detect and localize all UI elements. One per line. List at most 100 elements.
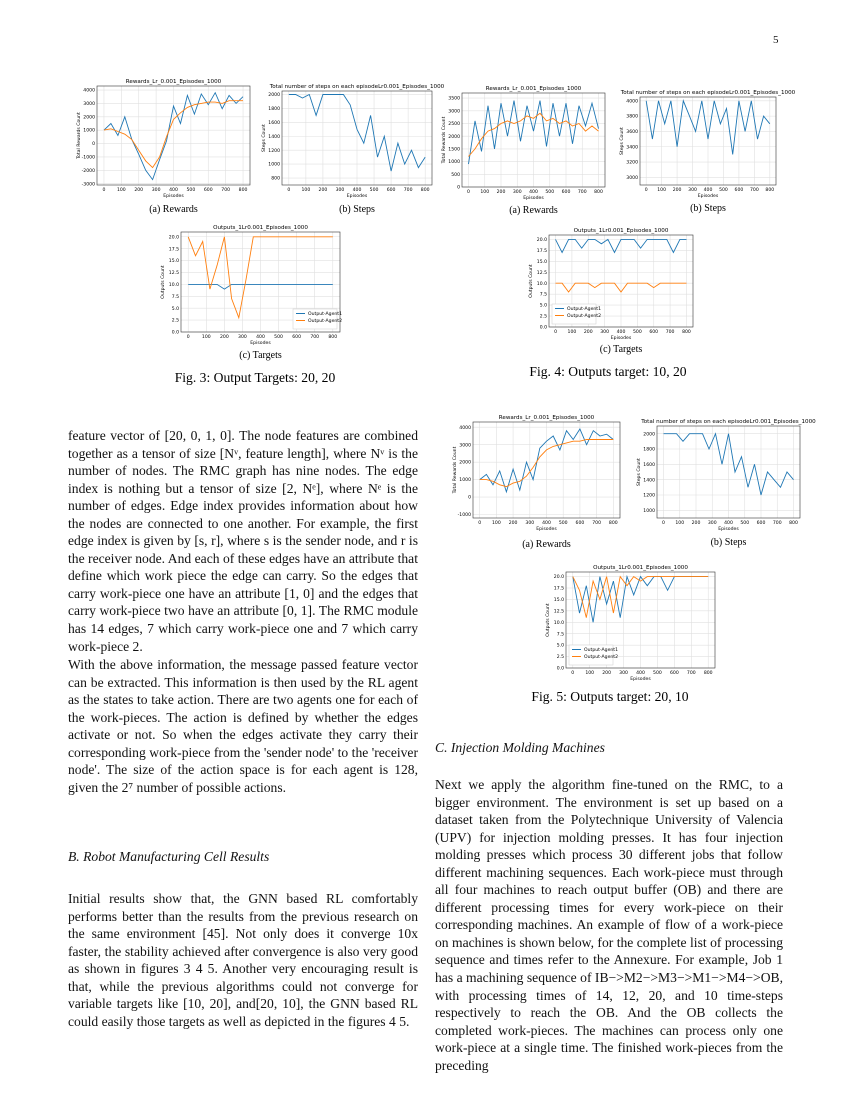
y-tick-label: 2.5: [557, 654, 564, 660]
y-tick-label: 3600: [626, 129, 638, 135]
y-tick-label: 20.0: [169, 234, 179, 240]
x-tick-label: 500: [559, 520, 568, 526]
x-tick-label: 100: [202, 334, 211, 340]
y-tick-label: 0.0: [172, 330, 179, 336]
x-axis-label: Episodes: [698, 193, 719, 199]
y-axis-label: Steps Count: [261, 124, 267, 152]
x-tick-label: 300: [708, 520, 717, 526]
x-tick-label: 500: [633, 329, 642, 335]
y-tick-label: 12.5: [554, 608, 564, 614]
y-tick-label: 15.0: [537, 259, 547, 265]
x-tick-label: 200: [673, 187, 682, 193]
x-tick-label: 400: [724, 520, 733, 526]
plot-frame: [639, 96, 777, 186]
y-axis-label: Steps Count: [619, 127, 625, 155]
subfigure-label: (b) Steps: [711, 537, 747, 548]
y-tick-label: 17.5: [537, 248, 547, 254]
x-tick-label: 0: [571, 670, 574, 676]
y-tick-label: 1000: [643, 508, 655, 514]
y-tick-label: 3000: [448, 108, 460, 114]
y-tick-label: 3500: [448, 96, 460, 102]
x-tick-label: 100: [568, 329, 577, 335]
y-tick-label: 1200: [643, 493, 655, 499]
chart-title: Total number of steps on each episodeLr0…: [640, 419, 816, 425]
y-tick-label: 10.0: [537, 281, 547, 287]
x-tick-label: 100: [585, 670, 594, 676]
y-tick-label: 3200: [626, 160, 638, 166]
paragraph: Next we apply the algorithm fine-tuned o…: [435, 777, 783, 1073]
plot-frame: [656, 425, 801, 519]
x-axis-label: Episodes: [718, 526, 739, 532]
x-tick-label: 600: [387, 187, 396, 193]
x-tick-label: 100: [657, 187, 666, 193]
x-tick-label: 200: [134, 187, 143, 193]
y-tick-label: 1000: [268, 162, 280, 168]
x-axis-label: Episodes: [250, 340, 271, 346]
x-tick-label: 700: [221, 187, 230, 193]
y-tick-label: 0: [92, 141, 95, 147]
x-tick-label: 0: [478, 520, 481, 526]
x-tick-label: 300: [525, 520, 534, 526]
x-tick-label: 700: [773, 520, 782, 526]
y-tick-label: 1800: [268, 106, 280, 112]
data-line: [555, 238, 687, 254]
x-tick-label: 800: [239, 187, 248, 193]
x-tick-label: 700: [404, 187, 413, 193]
y-tick-label: 1000: [83, 128, 95, 134]
data-line: [479, 428, 614, 494]
chart-title: Total number of steps on each episodeLr0…: [269, 84, 445, 90]
plot-frame: [461, 92, 606, 188]
x-axis-label: Episodes: [163, 193, 184, 199]
y-tick-label: 3400: [626, 144, 638, 150]
plot-frame: [96, 85, 251, 186]
legend-label: Output-Agent2: [584, 654, 618, 660]
y-axis-label: Steps Count: [636, 458, 642, 486]
section-heading: C. Injection Molding Machines: [435, 740, 605, 755]
x-tick-label: 300: [600, 329, 609, 335]
y-tick-label: 0: [457, 185, 460, 191]
y-tick-label: 2.5: [172, 318, 179, 324]
x-axis-label: Episodes: [630, 676, 651, 682]
section-heading: B. Robot Manufacturing Cell Results: [68, 849, 270, 864]
plot-frame: [548, 234, 694, 328]
y-tick-label: 3800: [626, 114, 638, 120]
x-tick-label: 300: [336, 187, 345, 193]
y-tick-label: 7.5: [540, 292, 547, 298]
x-tick-label: 500: [274, 334, 283, 340]
paragraph: Initial results show that, the GNN based…: [68, 891, 418, 1029]
x-axis-label: Episodes: [611, 335, 632, 341]
figure-caption: Fig. 4: Outputs target: 10, 20: [529, 364, 686, 379]
subfigure-label: (a) Rewards: [149, 204, 198, 215]
x-tick-label: 400: [256, 334, 265, 340]
data-line: [555, 282, 687, 293]
x-tick-label: 0: [645, 187, 648, 193]
y-tick-label: 7.5: [557, 631, 564, 637]
y-tick-label: 500: [451, 172, 460, 178]
y-tick-label: -1000: [458, 512, 471, 518]
y-tick-label: 2000: [448, 134, 460, 140]
y-tick-label: 17.5: [554, 586, 564, 592]
y-tick-label: 800: [271, 176, 280, 182]
x-tick-label: 0: [554, 329, 557, 335]
x-tick-label: 0: [467, 189, 470, 195]
x-tick-label: 800: [421, 187, 430, 193]
x-tick-label: 600: [576, 520, 585, 526]
x-tick-label: 800: [704, 670, 713, 676]
y-tick-label: 10.0: [169, 282, 179, 288]
x-tick-label: 0: [102, 187, 105, 193]
x-tick-label: 200: [692, 520, 701, 526]
x-tick-label: 0: [287, 187, 290, 193]
x-tick-label: 600: [204, 187, 213, 193]
y-tick-label: 1800: [643, 447, 655, 453]
y-tick-label: 1500: [448, 146, 460, 152]
legend-label: Output-Agent1: [567, 306, 601, 312]
y-tick-label: 1600: [643, 462, 655, 468]
y-tick-label: 3000: [459, 442, 471, 448]
y-tick-label: 2000: [83, 114, 95, 120]
y-tick-label: 20.0: [537, 237, 547, 243]
x-tick-label: 400: [169, 187, 178, 193]
chart-title: Outputs_1Lr0.001_Episodes_1000: [574, 228, 669, 234]
x-tick-label: 400: [704, 187, 713, 193]
y-tick-label: 2000: [643, 431, 655, 437]
